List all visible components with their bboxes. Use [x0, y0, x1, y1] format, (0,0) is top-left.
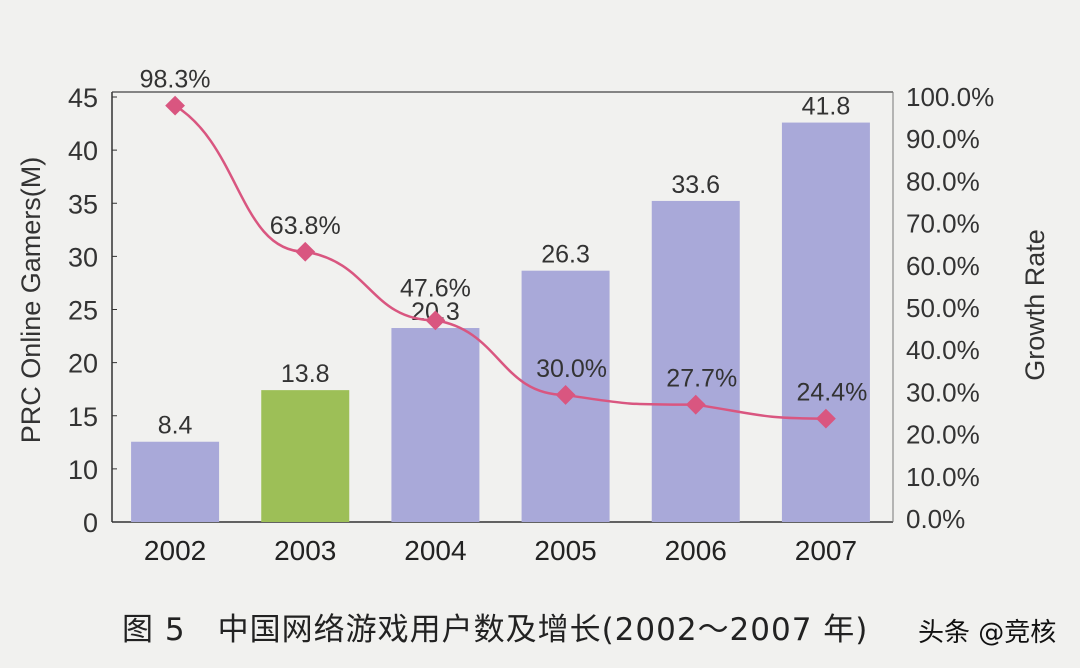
bar-value-label: 26.3: [541, 241, 590, 269]
y2-axis-label: Growth Rate: [1020, 229, 1050, 381]
bar-value-label: 8.4: [158, 412, 193, 440]
bar-2002: [131, 441, 220, 522]
x-tick-label: 2006: [665, 535, 727, 566]
figure-caption: 图 5 中国网络游戏用户数及增长(2002～2007 年): [122, 612, 869, 648]
y-tick-label: 10: [68, 455, 98, 485]
bar-2006: [651, 200, 740, 522]
growth-value-label: 27.7%: [666, 365, 737, 393]
growth-value-label: 63.8%: [270, 212, 341, 240]
y2-tick-label: 90.0%: [906, 124, 980, 154]
watermark: 头条 @竞核: [918, 618, 1057, 648]
x-tick-label: 2005: [534, 535, 596, 566]
growth-value-label: 30.0%: [536, 355, 607, 383]
y2-tick-label: 30.0%: [906, 377, 980, 407]
bar-2003: [261, 390, 350, 522]
y2-tick-label: 70.0%: [906, 209, 980, 239]
y-tick-label: 0: [83, 508, 98, 538]
y2-tick-label: 60.0%: [906, 251, 980, 281]
x-tick-label: 2003: [274, 535, 336, 566]
x-tick-label: 2004: [404, 535, 466, 566]
y2-tick-label: 50.0%: [906, 293, 980, 323]
growth-value-label: 47.6%: [400, 274, 471, 302]
y2-tick-label: 20.0%: [906, 420, 980, 450]
bar-value-label: 41.8: [802, 93, 851, 121]
growth-marker-2002: [165, 95, 185, 116]
growth-marker-2003: [295, 241, 316, 262]
y2-tick-label: 100.0%: [906, 82, 994, 112]
y-axis-label: PRC Online Gamers(M): [16, 157, 46, 444]
bar-value-label: 33.6: [671, 171, 720, 199]
y2-tick-label: 40.0%: [906, 335, 980, 365]
growth-marker-2006: [685, 394, 706, 415]
y-tick-label: 25: [68, 296, 98, 326]
growth-marker-2005: [555, 385, 576, 405]
bar-2004: [391, 328, 480, 522]
y-tick-label: 35: [68, 189, 98, 219]
y-tick-label: 40: [68, 136, 98, 166]
growth-value-label: 98.3%: [140, 66, 211, 94]
y-tick-label: 15: [68, 402, 98, 432]
y2-tick-label: 10.0%: [906, 462, 980, 492]
x-tick-label: 2007: [795, 535, 857, 566]
growth-marker-2007: [816, 408, 836, 429]
y2-tick-label: 80.0%: [906, 166, 980, 196]
y-tick-label: 45: [68, 83, 98, 113]
growth-value-label: 24.4%: [796, 379, 867, 407]
y-tick-label: 20: [68, 349, 98, 379]
y-tick-label: 30: [68, 242, 98, 272]
x-tick-label: 2002: [144, 535, 206, 566]
y2-tick-label: 0.0%: [906, 504, 965, 534]
bar-value-label: 13.8: [281, 360, 330, 388]
bar-2007: [781, 122, 870, 523]
growth-marker-2004: [425, 310, 446, 331]
